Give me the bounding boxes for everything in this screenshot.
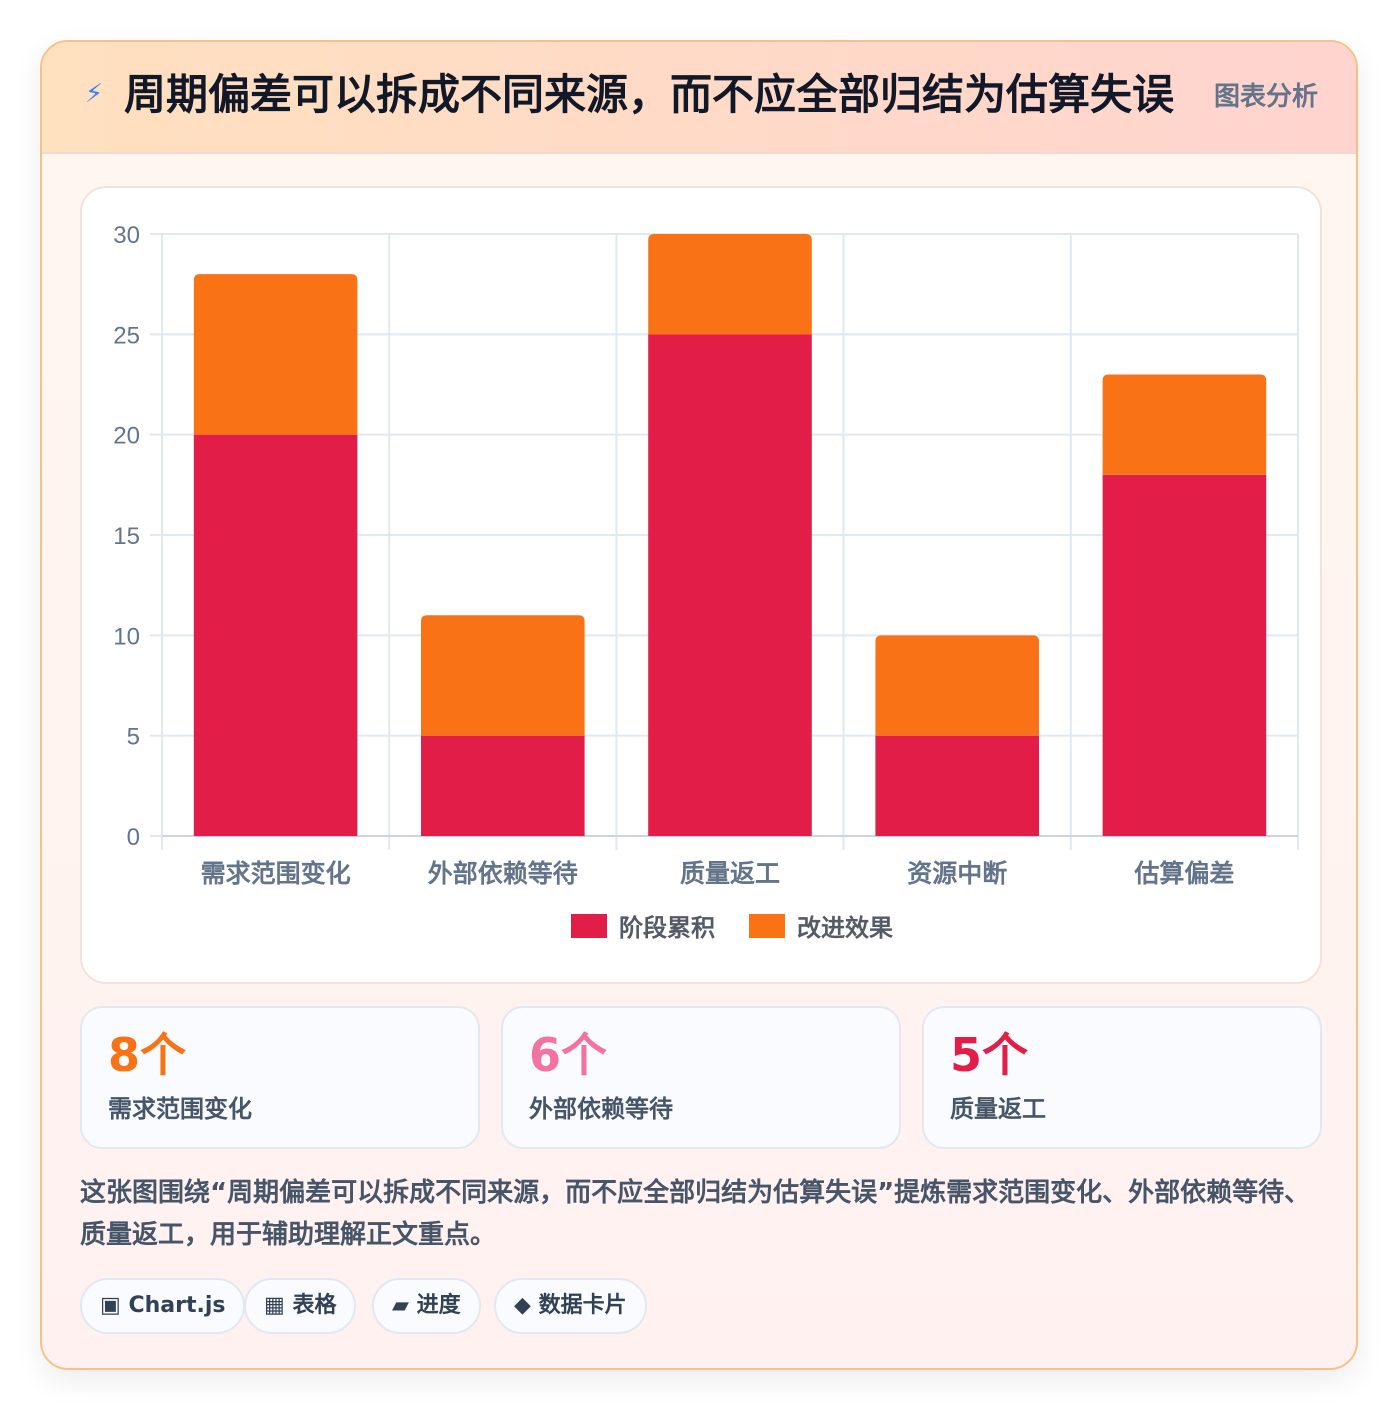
- card-header: ⚡ 周期偏差可以拆成不同来源，而不应全部归结为估算失误 图表分析: [42, 42, 1356, 154]
- y-tick-label: 25: [113, 322, 140, 349]
- data-card-icon: ◆: [514, 1293, 531, 1318]
- y-tick-label: 10: [113, 623, 140, 650]
- x-tick-label: 质量返工: [680, 859, 780, 888]
- tag-progress[interactable]: ▰ 进度: [372, 1278, 481, 1334]
- table-icon: ▦: [264, 1293, 285, 1318]
- bar-improve: [421, 615, 585, 736]
- x-tick-label: 外部依赖等待: [428, 859, 578, 888]
- tag-table[interactable]: ▦ 表格: [244, 1278, 357, 1334]
- y-tick-label: 20: [113, 423, 140, 450]
- stat-label: 外部依赖等待: [529, 1095, 673, 1123]
- tag-label: Chart.js: [128, 1293, 226, 1318]
- x-tick-label: 资源中断: [907, 859, 1007, 888]
- stat-label: 需求范围变化: [108, 1095, 252, 1123]
- chart-card: ⚡ 周期偏差可以拆成不同来源，而不应全部归结为估算失误 图表分析 0 5 10 15 2…: [40, 40, 1358, 1370]
- tag-label: 数据卡片: [538, 1293, 627, 1318]
- bar-improve: [875, 635, 1039, 736]
- y-tick-label: 0: [127, 824, 140, 851]
- legend-swatch: [749, 914, 785, 938]
- tag-chartjs[interactable]: ▣ Chart.js: [80, 1278, 246, 1334]
- bar-improve: [1102, 374, 1267, 475]
- bar-improve: [193, 274, 358, 435]
- stat-label: 质量返工: [950, 1095, 1046, 1123]
- stat-row: 8个 需求范围变化 6个 外部依赖等待 5个 质量返工: [80, 1006, 1322, 1149]
- chart-icon: ▣: [100, 1293, 121, 1318]
- tag-label: 进度: [416, 1293, 461, 1318]
- summary-text: 这张图围绕“周期偏差可以拆成不同来源，而不应全部归结为估算失误”提炼需求范围变化…: [80, 1178, 1311, 1250]
- stat-card-quality-rework: 5个 质量返工: [922, 1006, 1322, 1149]
- bar-stage: [648, 334, 812, 836]
- stat-value: 8个: [108, 1028, 187, 1082]
- bar-stage: [875, 735, 1039, 836]
- stacked-bar-chart: 0 5 10 15 20 25 30 需求范围变化 外部依赖等待 质量返工 资源中断 估算偏差阶段累积…: [113, 222, 1299, 942]
- y-tick-label: 5: [127, 724, 140, 751]
- bar-improve: [648, 234, 812, 335]
- x-tick-label: 估算偏差: [1133, 859, 1234, 888]
- progress-icon: ▰: [392, 1293, 409, 1318]
- y-tick-label: 15: [113, 523, 140, 550]
- stat-card-external-dependency: 6个 外部依赖等待: [501, 1006, 901, 1149]
- tag-data-card[interactable]: ◆ 数据卡片: [494, 1278, 647, 1334]
- bar-stage: [1102, 474, 1267, 836]
- x-tick-label: 需求范围变化: [201, 859, 351, 888]
- lightning-icon: ⚡: [84, 79, 104, 109]
- legend-label: 阶段累积: [619, 914, 715, 942]
- legend-swatch: [571, 914, 607, 938]
- legend-label: 改进效果: [797, 914, 893, 942]
- y-tick-label: 30: [113, 222, 140, 249]
- stat-value: 6个: [529, 1028, 608, 1082]
- chart-panel: 0 5 10 15 20 25 30 需求范围变化 外部依赖等待 质量返工 资源中断 估算偏差阶段累积…: [80, 186, 1322, 984]
- tag-label: 表格: [292, 1293, 337, 1318]
- bar-stage: [421, 735, 585, 836]
- stat-value: 5个: [950, 1028, 1029, 1082]
- chart-analysis-badge: 图表分析: [1213, 82, 1318, 112]
- bar-stage: [193, 434, 358, 836]
- stat-card-scope-change: 8个 需求范围变化: [80, 1006, 480, 1149]
- card-title: 周期偏差可以拆成不同来源，而不应全部归结为估算失误: [124, 70, 1175, 119]
